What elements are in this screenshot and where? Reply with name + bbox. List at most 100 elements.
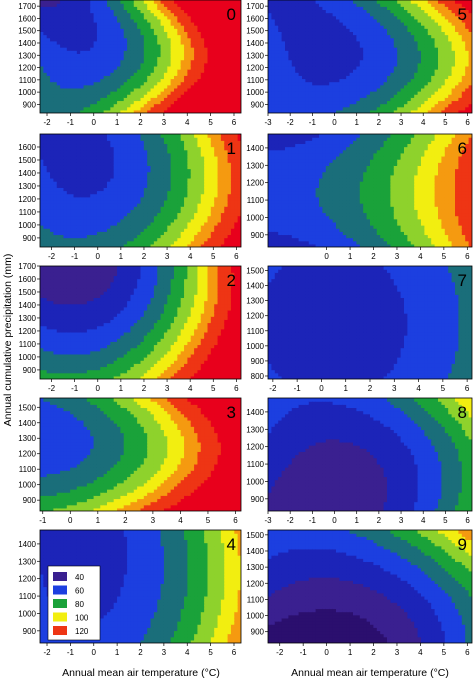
contour-cell [53,199,58,204]
contour-cell [117,174,121,179]
contour-cell [137,103,142,108]
contour-cell [40,62,44,67]
contour-cell [86,294,91,298]
contour-cell [123,28,128,32]
contour-cell [60,177,65,182]
contour-cell [147,40,152,45]
contour-cell [174,25,178,29]
contour-cell [163,212,168,217]
contour-cell [73,363,78,368]
contour-cell [167,9,172,14]
contour-cell [66,369,71,374]
contour-cell [50,369,54,374]
contour-cell [63,69,68,73]
contour-cell [130,69,135,73]
contour-cell [174,159,178,163]
contour-cell [120,212,125,217]
contour-cell [113,94,118,98]
contour-cell [76,109,81,113]
contour-cell [43,218,48,223]
contour-cell [63,284,68,289]
contour-cell [100,221,105,226]
contour-cell [224,69,229,73]
contour-cell [110,181,115,185]
contour-cell [90,134,95,138]
contour-cell [130,143,135,148]
contour-cell [90,56,95,61]
contour-cell [210,155,215,160]
contour-cell [200,69,205,73]
contour-cell [113,9,118,14]
contour-cell [137,190,142,195]
contour-cell [214,3,219,7]
contour-cell [53,149,58,154]
contour-cell [190,18,195,23]
contour-cell [63,363,68,368]
contour-cell [197,234,202,239]
contour-cell [53,40,58,45]
contour-cell [194,87,199,92]
contour-cell [187,199,192,204]
contour-cell [90,240,95,245]
contour-cell [237,75,241,80]
contour-cell [157,146,162,151]
contour-cell [117,84,121,89]
contour-cell [227,193,232,198]
contour-cell [120,203,125,207]
contour-cell [214,228,219,232]
contour-cell [187,196,192,201]
contour-cell [207,18,212,23]
contour-cell [40,266,44,270]
contour-cell [217,15,222,20]
contour-cell [184,218,188,223]
contour-cell [167,184,172,188]
contour-cell [60,322,65,327]
contour-cell [46,62,51,67]
contour-cell [76,149,81,154]
contour-cell [227,243,232,247]
contour-cell [96,159,101,163]
contour-cell [60,152,65,157]
contour-cell [237,231,241,236]
contour-cell [170,237,175,242]
contour-cell [194,53,199,58]
contour-cell [107,47,111,51]
contour-cell [237,65,241,70]
contour-cell [80,284,85,289]
contour-cell [227,12,232,17]
contour-cell [163,69,168,73]
contour-cell [137,75,142,80]
contour-cell [103,152,108,157]
contour-cell [43,350,48,355]
contour-cell [107,206,111,210]
contour-cell [170,50,175,54]
contour-cell [234,149,239,154]
contour-cell [234,221,239,226]
contour-cell [237,209,241,214]
contour-cell [163,50,168,54]
contour-cell [73,313,78,317]
contour-cell [50,174,54,179]
contour-cell [170,240,175,245]
contour-cell [103,100,108,105]
contour-cell [184,181,188,185]
contour-cell [40,306,44,311]
contour-cell [40,97,44,102]
contour-cell [197,134,202,138]
contour-cell [120,78,125,83]
contour-cell [70,228,75,232]
contour-cell [143,28,148,32]
contour-cell [153,62,158,67]
contour-cell [214,140,219,145]
contour-cell [60,59,65,64]
contour-cell [40,225,44,229]
contour-cell [56,165,61,170]
contour-cell [66,177,71,182]
contour-cell [157,59,162,64]
contour-cell [153,243,158,247]
contour-cell [150,81,155,86]
contour-cell [157,228,162,232]
contour-cell [157,65,162,70]
contour-cell [80,9,85,14]
contour-cell [130,218,135,223]
